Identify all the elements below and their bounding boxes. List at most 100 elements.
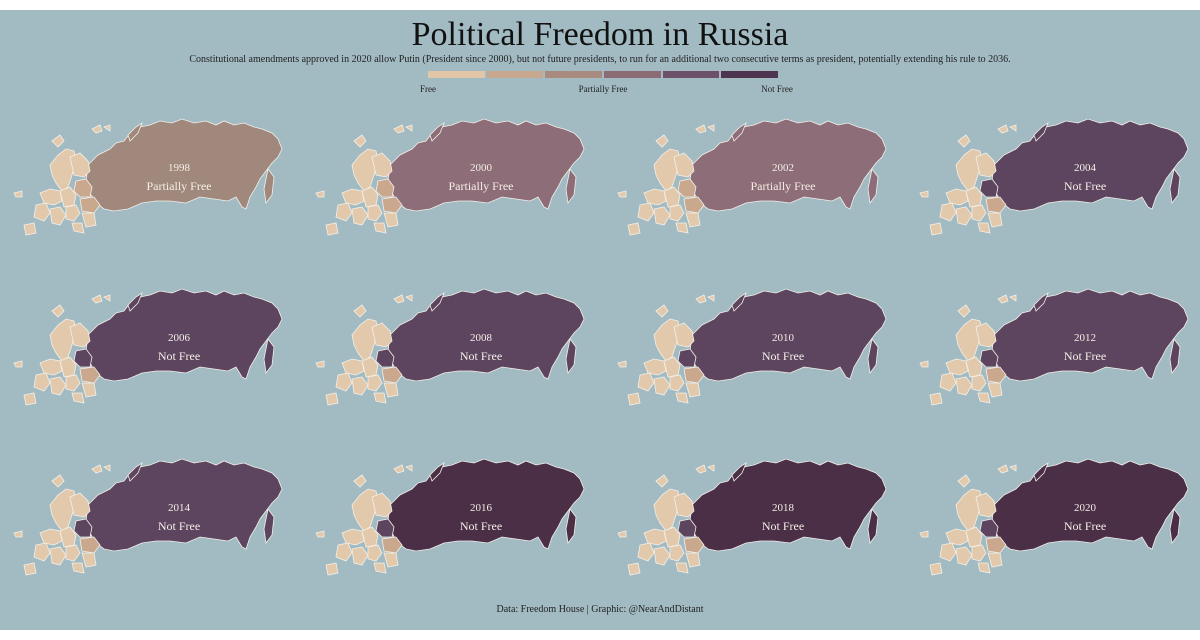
europe-country-shape [59, 526, 77, 548]
map-panel-2004: 2004 Not Free [916, 105, 1200, 275]
europe-country-shape [373, 562, 387, 574]
europe-country-shape [23, 562, 37, 576]
island-shape [919, 530, 929, 538]
europe-country-shape [987, 212, 1003, 228]
island-shape [695, 124, 707, 134]
europe-country-shape [971, 374, 987, 392]
russia-shape [991, 288, 1189, 382]
island-shape [91, 124, 103, 134]
europe-country-shape [979, 348, 999, 368]
europe-country-shape [81, 382, 97, 398]
russia-kamchatka-shape [263, 338, 275, 375]
island-shape [353, 134, 367, 148]
europe-country-shape [643, 188, 667, 206]
europe-country-shape [335, 372, 353, 392]
panel-status-label: Not Free [761, 349, 805, 363]
panel-map-svg [919, 288, 1189, 406]
island-shape [353, 474, 367, 488]
europe-country-shape [351, 488, 379, 532]
europe-country-shape [383, 382, 399, 398]
europe-country-shape [955, 488, 983, 532]
russia-shape [85, 288, 283, 382]
europe-country-shape [373, 222, 387, 234]
europe-country-shape [49, 318, 77, 362]
europe-country-shape [71, 222, 85, 234]
russia-kamchatka-shape [867, 508, 879, 545]
russia-kamchatka-shape [867, 338, 879, 375]
page-title: Political Freedom in Russia [411, 16, 789, 53]
europe-country-shape [975, 322, 997, 348]
europe-country-shape [335, 542, 353, 562]
island-shape [997, 464, 1009, 474]
europe-country-shape [683, 536, 705, 554]
europe-country-shape [383, 212, 399, 228]
island-shape [655, 134, 669, 148]
europe-country-shape [373, 392, 387, 404]
europe-country-shape [653, 206, 671, 226]
europe-country-shape [81, 552, 97, 568]
map-panel-2002: 2002 Partially Free [614, 105, 914, 275]
europe-country-shape [677, 178, 697, 198]
island-shape [315, 190, 325, 198]
europe-country-shape [23, 392, 37, 406]
legend-color-bar [428, 71, 779, 78]
island-shape [919, 360, 929, 368]
europe-country-shape [49, 376, 67, 396]
island-shape [405, 464, 413, 472]
island-shape [957, 474, 971, 488]
russia-kamchatka-shape [263, 168, 275, 205]
europe-country-shape [69, 152, 91, 178]
europe-country-shape [965, 356, 983, 378]
map-panel-2020: 2020 Not Free [916, 445, 1200, 615]
russia-kamchatka-shape [565, 168, 577, 205]
europe-country-shape [351, 376, 369, 396]
europe-country-shape [79, 196, 101, 214]
map-panel-2010: 2010 Not Free [614, 275, 914, 445]
panel-map-svg [13, 458, 283, 576]
russia-shape [689, 458, 887, 552]
island-shape [393, 464, 405, 474]
legend-color-segment [721, 71, 779, 78]
europe-country-shape [351, 148, 379, 192]
europe-country-shape [939, 372, 957, 392]
island-shape [1009, 124, 1017, 132]
europe-country-shape [381, 196, 403, 214]
europe-country-shape [383, 552, 399, 568]
europe-country-shape [637, 202, 655, 222]
panel-map-svg [315, 288, 585, 406]
europe-country-shape [975, 492, 997, 518]
europe-country-shape [939, 542, 957, 562]
source-credit: Data: Freedom House | Graphic: @NearAndD… [496, 604, 704, 615]
panel-status-label: Partially Free [146, 179, 212, 193]
europe-country-shape [673, 152, 695, 178]
island-shape [103, 294, 111, 302]
europe-country-shape [985, 536, 1007, 554]
europe-country-shape [351, 206, 369, 226]
europe-country-shape [955, 546, 973, 566]
europe-country-shape [335, 202, 353, 222]
europe-country-shape [341, 188, 365, 206]
europe-country-shape [977, 562, 991, 574]
island-shape [655, 304, 669, 318]
europe-country-shape [351, 318, 379, 362]
europe-country-shape [663, 356, 681, 378]
europe-country-shape [49, 206, 67, 226]
europe-country-shape [685, 552, 701, 568]
russia-kamchatka-shape [263, 508, 275, 545]
panel-status-label: Partially Free [750, 179, 816, 193]
panel-year-label: 1998 [168, 162, 190, 174]
europe-country-shape [381, 536, 403, 554]
europe-country-shape [663, 186, 681, 208]
russia-novaya-zemlya-shape [1033, 291, 1049, 312]
europe-country-shape [367, 544, 383, 562]
island-shape [405, 124, 413, 132]
europe-country-shape [371, 322, 393, 348]
europe-country-shape [65, 374, 81, 392]
legend-label-free: Free [420, 84, 436, 94]
europe-country-shape [675, 222, 689, 234]
island-shape [695, 464, 707, 474]
europe-country-shape [367, 374, 383, 392]
island-shape [655, 474, 669, 488]
europe-country-shape [653, 318, 681, 362]
island-shape [997, 124, 1009, 134]
